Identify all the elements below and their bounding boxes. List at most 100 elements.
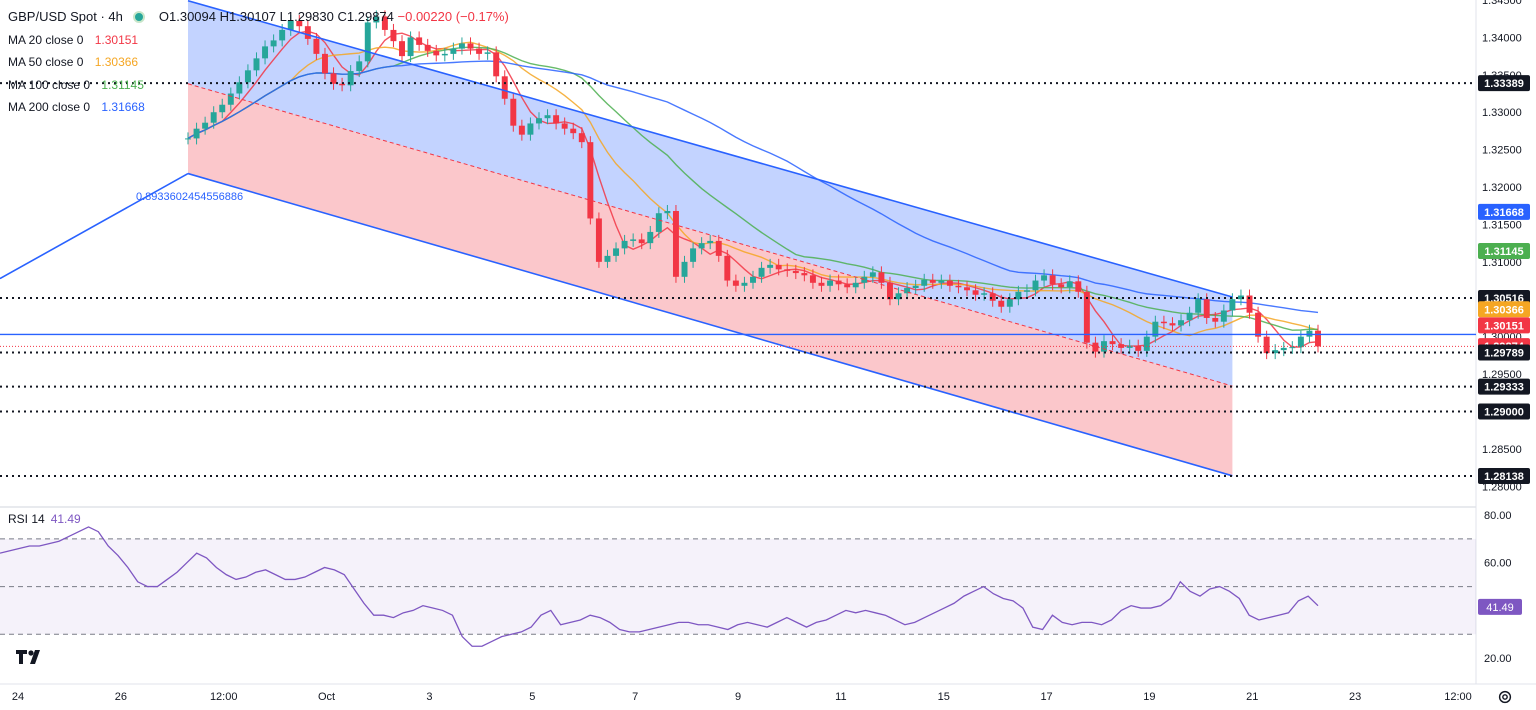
candle-body [279, 29, 286, 41]
candle [655, 207, 662, 238]
candle [262, 40, 269, 65]
candle-body [655, 213, 662, 232]
time-axis[interactable]: 24 26 12:00 Oct 3 5 7 9 11 15 17 19 21 23 12:00 [0, 683, 1536, 703]
symbol-title[interactable]: GBP/USD Spot · 4h [8, 9, 123, 24]
horizontal-levels [0, 82, 1476, 477]
price-tag-label: 1.29000 [1484, 406, 1524, 418]
candle-body [912, 285, 919, 289]
ma100-legend[interactable]: MA 100 close 0 1.31145 [8, 74, 509, 97]
candle-body [484, 52, 491, 54]
candle-body [381, 16, 388, 30]
candle [1178, 314, 1185, 332]
price-tick-label: 1.28500 [1482, 444, 1522, 456]
candle [1075, 275, 1082, 298]
candle-body [1160, 321, 1167, 324]
time-tick-label: 9 [735, 691, 741, 703]
ma200-line [187, 60, 1319, 314]
candle [732, 274, 739, 292]
price-tick-label: 1.33000 [1482, 107, 1522, 119]
candle [561, 117, 568, 135]
candle [587, 136, 594, 225]
price-axis[interactable]: 1.345001.340001.335001.330001.325001.320… [1478, 0, 1530, 665]
candle-body [1315, 330, 1321, 347]
candle-body [1066, 281, 1073, 288]
candle [741, 276, 748, 292]
price-tick-label: 1.31500 [1482, 219, 1522, 231]
rsi-legend[interactable]: RSI 14 41.49 [8, 512, 81, 526]
candle-body [681, 261, 688, 277]
candle-body [1289, 347, 1296, 349]
candle-body [407, 37, 414, 57]
candle-body [972, 290, 979, 295]
candle-body [1246, 295, 1253, 313]
open-value: O1.30094 [158, 9, 216, 24]
candle [1135, 339, 1142, 357]
ma50-legend[interactable]: MA 50 close 0 1.30366 [8, 51, 509, 74]
candle-body [630, 239, 637, 241]
candle-body [1229, 299, 1236, 311]
ma50-line [187, 41, 1319, 337]
channel-lower-fill [188, 83, 1233, 476]
price-tag-level: 1.29789 [1478, 344, 1530, 361]
candle-body [493, 52, 500, 77]
candle [998, 294, 1005, 313]
price-tick-label: 1.28000 [1482, 481, 1522, 493]
price-tag-label: 1.31145 [1484, 246, 1523, 258]
channel-upper-line [187, 0, 1233, 298]
candle-body [827, 280, 834, 286]
candle [339, 77, 346, 92]
candle-body [1118, 344, 1125, 348]
price-tag-bg [1478, 75, 1530, 92]
candle-body [1220, 310, 1227, 322]
time-tick-label: 5 [529, 691, 535, 703]
candle [407, 31, 414, 63]
gear-icon[interactable] [1496, 688, 1514, 706]
tradingview-logo-icon[interactable] [14, 646, 44, 668]
candle [536, 112, 542, 130]
candle [1195, 293, 1202, 319]
price-tag-ma200: 1.31668 [1478, 203, 1530, 220]
candle [904, 282, 911, 300]
candle-body [1135, 345, 1142, 351]
candle [210, 106, 217, 129]
candle-body [861, 276, 868, 283]
candle [972, 284, 979, 301]
candle [955, 279, 962, 294]
candle [1229, 293, 1236, 317]
price-tag-ma20: 1.30151 [1478, 317, 1530, 334]
candle-body [613, 248, 620, 256]
price-tick-label: 1.34500 [1482, 0, 1522, 7]
candle-body [544, 115, 551, 119]
candle [946, 274, 953, 292]
candle [784, 263, 791, 277]
candle [1041, 269, 1048, 287]
candle [424, 38, 431, 57]
candle-body [1075, 281, 1082, 292]
candle [373, 10, 380, 29]
candle-body [476, 48, 483, 54]
candle [364, 16, 371, 68]
time-tick-label: 12:00 [1444, 691, 1472, 703]
candle-body [758, 267, 765, 277]
candle [253, 52, 260, 77]
candle [399, 35, 405, 63]
candle [1306, 324, 1313, 343]
candle-body [1126, 345, 1133, 348]
candle-body [1023, 290, 1030, 292]
ma20-legend[interactable]: MA 20 close 0 1.30151 [8, 29, 509, 52]
candle-body [715, 240, 722, 256]
candle-body [792, 270, 799, 274]
market-status-icon [132, 10, 145, 23]
time-tick-label: 19 [1143, 691, 1155, 703]
candle-body [621, 240, 628, 249]
price-tag-label: 1.31668 [1484, 207, 1524, 219]
candle [938, 274, 945, 289]
candle-body [330, 73, 337, 84]
candle [801, 267, 808, 282]
candle [458, 37, 465, 55]
candle-body [399, 41, 405, 57]
ma200-legend[interactable]: MA 200 close 0 1.31668 [8, 96, 509, 119]
extended-line [0, 172, 189, 280]
candle-body [236, 82, 243, 94]
